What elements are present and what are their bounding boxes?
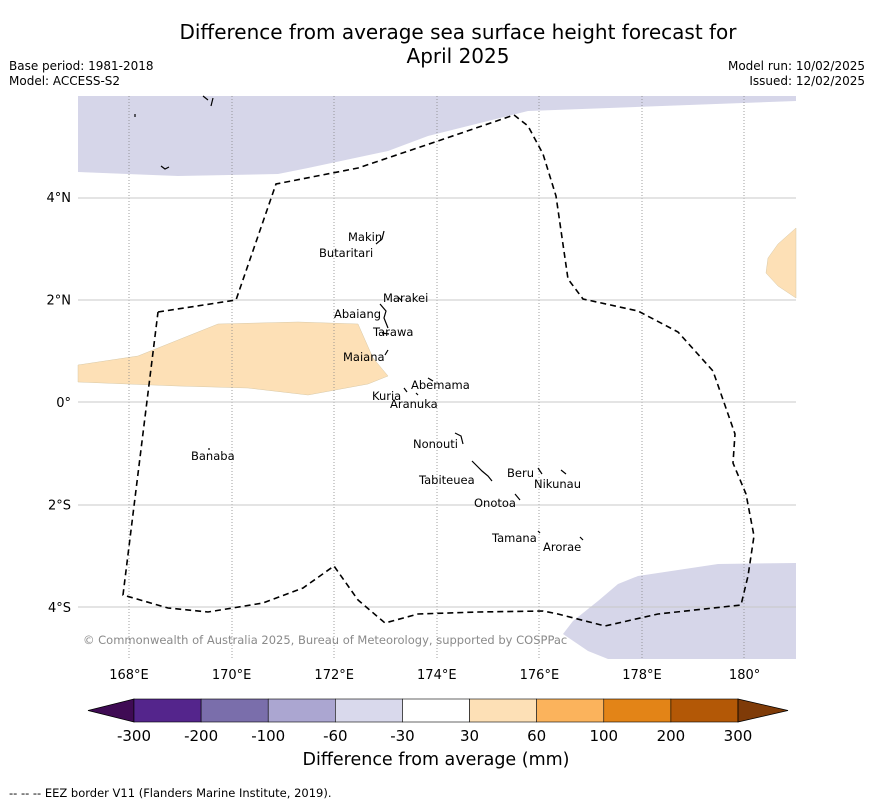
model-run: Model run: 10/02/2025: [727, 59, 865, 73]
island-label: Tamana: [491, 531, 537, 545]
colorbar-cell: [200, 698, 269, 723]
lat-gridlines: [78, 197, 796, 608]
colorbar-extend-high: [737, 698, 789, 723]
lon-axis-ticks: 168°E 170°E 172°E 174°E 176°E 178°E 180°: [109, 668, 760, 683]
lon-tick-label: 168°E: [109, 668, 149, 683]
lon-tick-label: 180°: [729, 668, 760, 683]
colorbar-tick-label: 30: [460, 727, 479, 745]
lon-tick-label: 170°E: [212, 668, 252, 683]
colorbar-extend-low: [87, 698, 135, 723]
lat-tick-label: 4°S: [48, 601, 71, 616]
colorbar-tick-label: -30: [390, 727, 415, 745]
island-label: Marakei: [383, 291, 428, 305]
lon-tick-label: 176°E: [520, 668, 560, 683]
island-label: Onotoa: [474, 496, 516, 510]
island-label: Abaiang: [334, 307, 381, 321]
colorbar-cell: [335, 698, 403, 723]
eez-legend-note: -- -- -- EEZ border V11 (Flanders Marine…: [9, 786, 332, 800]
lon-tick-label: 174°E: [417, 668, 457, 683]
colorbar-cell: [469, 698, 537, 723]
anomaly-region-negative-north: [78, 96, 796, 176]
issued-date: Issued: 12/02/2025: [749, 74, 865, 88]
copyright-notice: © Commonwealth of Australia 2025, Bureau…: [83, 633, 567, 647]
colorbar: -300 -200 -100 -60 -30 30 60 100 200 300: [87, 698, 789, 745]
island-label: Banaba: [191, 449, 235, 463]
island-label: Tabiteuea: [418, 473, 475, 487]
lon-gridlines: [128, 96, 745, 659]
colorbar-cell: [402, 698, 470, 723]
island-label: Aranuka: [390, 397, 438, 411]
title-line-2: April 2025: [406, 44, 510, 68]
island-label: Tarawa: [372, 325, 413, 339]
anomaly-region-positive-west: [77, 321, 389, 396]
colorbar-cell: [603, 698, 672, 723]
meta-left: Base period: 1981-2018 Model: ACCESS-S2: [9, 59, 154, 89]
colorbar-tick-label: -300: [117, 727, 151, 745]
lat-tick-label: 2°N: [47, 294, 72, 309]
colorbar-cell: [670, 698, 739, 723]
colorbar-tick-label: 300: [724, 727, 753, 745]
anomaly-region-positive-east: [765, 227, 797, 299]
model-name: Model: ACCESS-S2: [9, 74, 121, 88]
island-label: Nikunau: [534, 477, 581, 491]
lon-tick-label: 172°E: [314, 668, 354, 683]
colorbar-cell: [267, 698, 336, 723]
island-label: Arorae: [543, 540, 581, 554]
eez-border: [122, 114, 755, 627]
lat-tick-label: 4°N: [47, 191, 72, 206]
meta-right: Model run: 10/02/2025 Issued: 12/02/2025: [728, 59, 865, 89]
island-coastlines: [134, 95, 584, 541]
colorbar-cell: [133, 698, 202, 723]
island-label: Beru: [507, 466, 534, 480]
lat-tick-label: 2°S: [48, 498, 71, 513]
colorbar-cell: [536, 698, 605, 723]
map-title: Difference from average sea surface heig…: [120, 20, 796, 68]
colorbar-tick-label: 200: [657, 727, 686, 745]
island-label: Kuria: [372, 389, 401, 403]
island-label: Nonouti: [413, 437, 458, 451]
colorbar-tick-label: -60: [323, 727, 348, 745]
colorbar-tick-label: -100: [251, 727, 285, 745]
island-label: Maiana: [343, 350, 385, 364]
lat-axis-ticks: 4°N 2°N 0° 2°S 4°S: [47, 191, 72, 616]
colorbar-tick-label: -200: [184, 727, 218, 745]
colorbar-tick-label: 100: [589, 727, 618, 745]
base-period: Base period: 1981-2018: [9, 59, 154, 73]
island-label: Makin: [348, 230, 382, 244]
lat-tick-label: 0°: [56, 396, 71, 411]
lon-tick-label: 178°E: [622, 668, 662, 683]
colorbar-tick-label: 60: [527, 727, 546, 745]
title-line-1: Difference from average sea surface heig…: [179, 20, 737, 44]
map-panel: 168°E 170°E 172°E 174°E 176°E 178°E 180° 4°N 2°…: [47, 95, 797, 683]
colorbar-title: Difference from average (mm): [302, 750, 570, 770]
island-label: Butaritari: [319, 246, 373, 260]
island-label: Abemama: [411, 378, 470, 392]
